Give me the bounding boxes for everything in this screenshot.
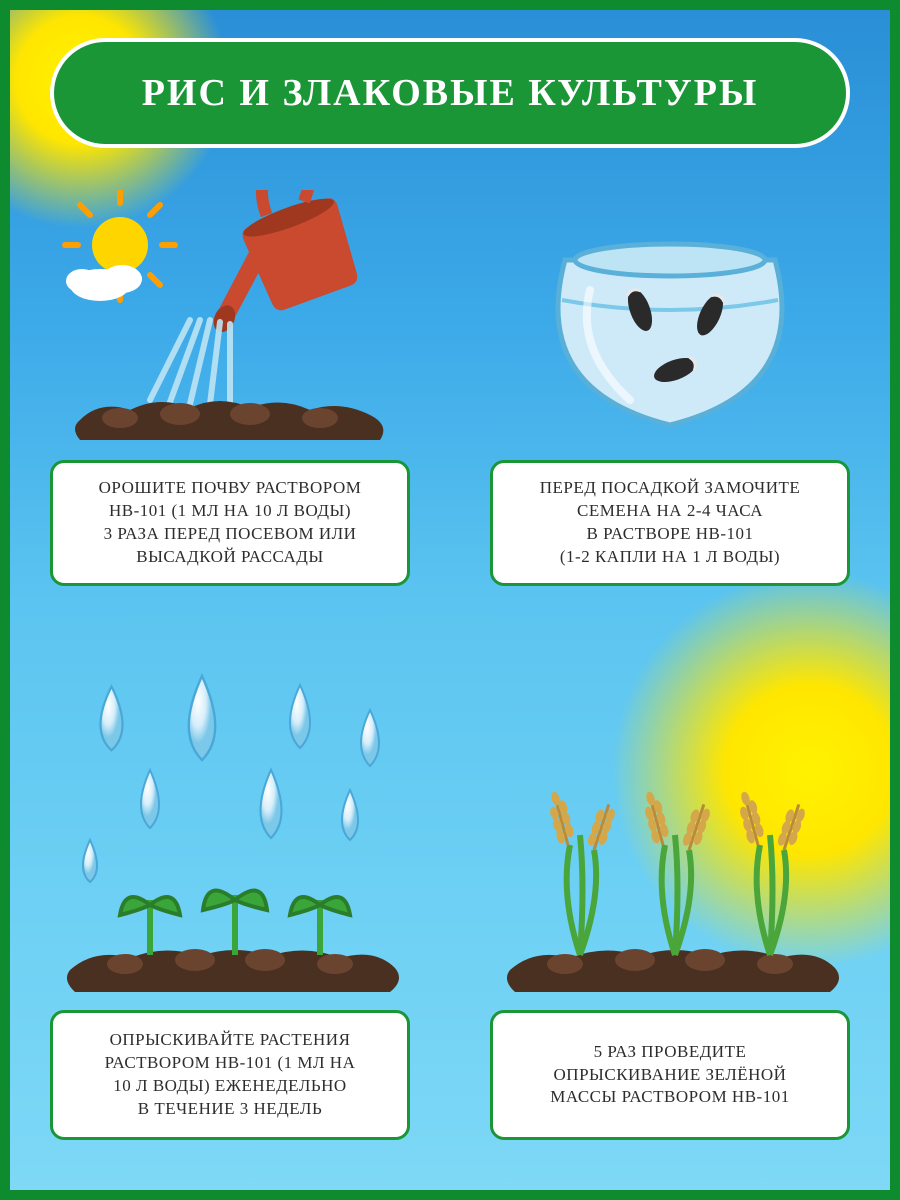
steps-grid: ОРОШИТЕ ПОЧВУ РАСТВОРОМ НВ-101 (1 МЛ НА … <box>10 190 890 1190</box>
step-3: ОПРЫСКИВАЙТЕ РАСТЕНИЯ РАСТВОРОМ НВ-101 (… <box>10 670 450 1140</box>
title-text: РИС И ЗЛАКОВЫЕ КУЛЬТУРЫ <box>142 71 759 115</box>
step-4-illustration <box>480 670 860 1000</box>
step-4: 5 РАЗ ПРОВЕДИТЕ ОПРЫСКИВАНИЕ ЗЕЛЁНОЙ МАС… <box>450 670 890 1140</box>
step-1: ОРОШИТЕ ПОЧВУ РАСТВОРОМ НВ-101 (1 МЛ НА … <box>10 190 450 586</box>
watering-can-icon <box>40 190 420 450</box>
step-3-caption: ОПРЫСКИВАЙТЕ РАСТЕНИЯ РАСТВОРОМ НВ-101 (… <box>50 1010 410 1140</box>
seed-bowl-icon <box>480 190 860 450</box>
sprouts-drops-icon <box>40 670 420 1000</box>
step-3-illustration <box>40 670 420 1000</box>
rice-plants-icon <box>480 670 860 1000</box>
step-2: ПЕРЕД ПОСАДКОЙ ЗАМОЧИТЕ СЕМЕНА НА 2-4 ЧА… <box>450 190 890 586</box>
step-2-illustration <box>480 190 860 450</box>
step-4-caption: 5 РАЗ ПРОВЕДИТЕ ОПРЫСКИВАНИЕ ЗЕЛЁНОЙ МАС… <box>490 1010 850 1140</box>
step-1-illustration <box>40 190 420 450</box>
page-title: РИС И ЗЛАКОВЫЕ КУЛЬТУРЫ <box>50 38 850 148</box>
step-2-caption: ПЕРЕД ПОСАДКОЙ ЗАМОЧИТЕ СЕМЕНА НА 2-4 ЧА… <box>490 460 850 586</box>
step-1-caption: ОРОШИТЕ ПОЧВУ РАСТВОРОМ НВ-101 (1 МЛ НА … <box>50 460 410 586</box>
infographic-frame: РИС И ЗЛАКОВЫЕ КУЛЬТУРЫ <box>0 0 900 1200</box>
